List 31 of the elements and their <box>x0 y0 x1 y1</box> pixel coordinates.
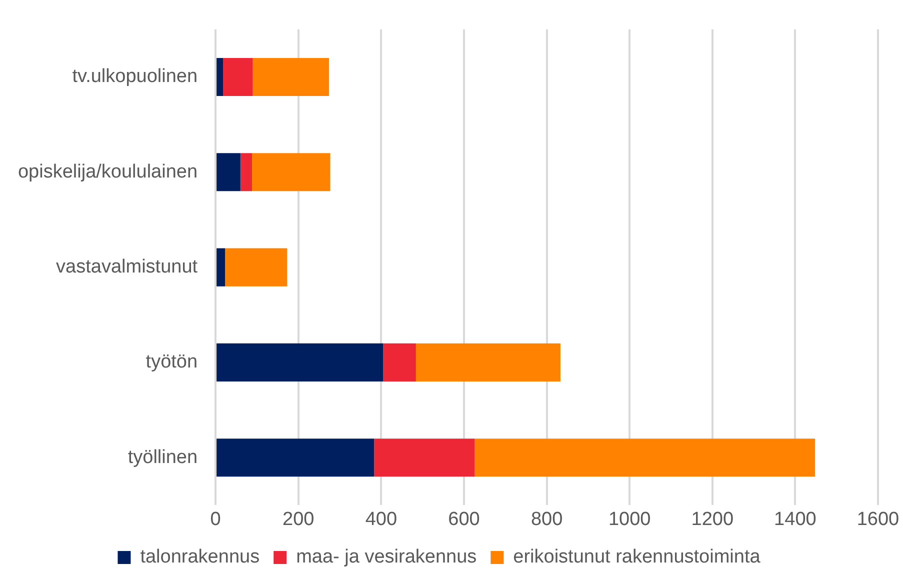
y-tick-label: vastavalmistunut <box>56 256 198 278</box>
x-tick-label: 800 <box>530 508 563 530</box>
bar <box>216 343 384 382</box>
bar <box>216 153 240 192</box>
y-tick-label: työllinen <box>128 446 198 468</box>
y-tick-label: tv.ulkopuolinen <box>72 66 198 88</box>
bar <box>383 343 416 382</box>
y-tick-label: työtön <box>146 352 198 373</box>
bar <box>216 58 224 96</box>
x-tick-label: 1600 <box>856 508 900 530</box>
legend-label: erikoistunut rakennustoiminta <box>513 546 761 568</box>
bar <box>374 438 475 477</box>
x-tick-label: 200 <box>282 508 314 530</box>
legend-label: talonrakennus <box>140 546 260 568</box>
x-tick-label: 1000 <box>608 508 651 530</box>
x-tick-label: 0 <box>210 508 221 530</box>
x-tick-label: 1200 <box>691 508 734 530</box>
bar <box>252 153 330 192</box>
bar <box>474 438 816 477</box>
bar <box>223 58 253 96</box>
x-tick-label: 600 <box>448 508 480 530</box>
x-tick-label: 400 <box>365 508 398 530</box>
legend-label: maa- ja vesirakennus <box>296 546 477 568</box>
bar <box>252 58 330 96</box>
x-tick-label: 1400 <box>774 508 816 530</box>
bar <box>216 438 374 477</box>
bar <box>216 248 226 286</box>
bar <box>416 343 560 382</box>
y-tick-label: opiskelija/koululainen <box>18 161 198 182</box>
bar <box>240 153 252 192</box>
bar <box>225 248 288 286</box>
